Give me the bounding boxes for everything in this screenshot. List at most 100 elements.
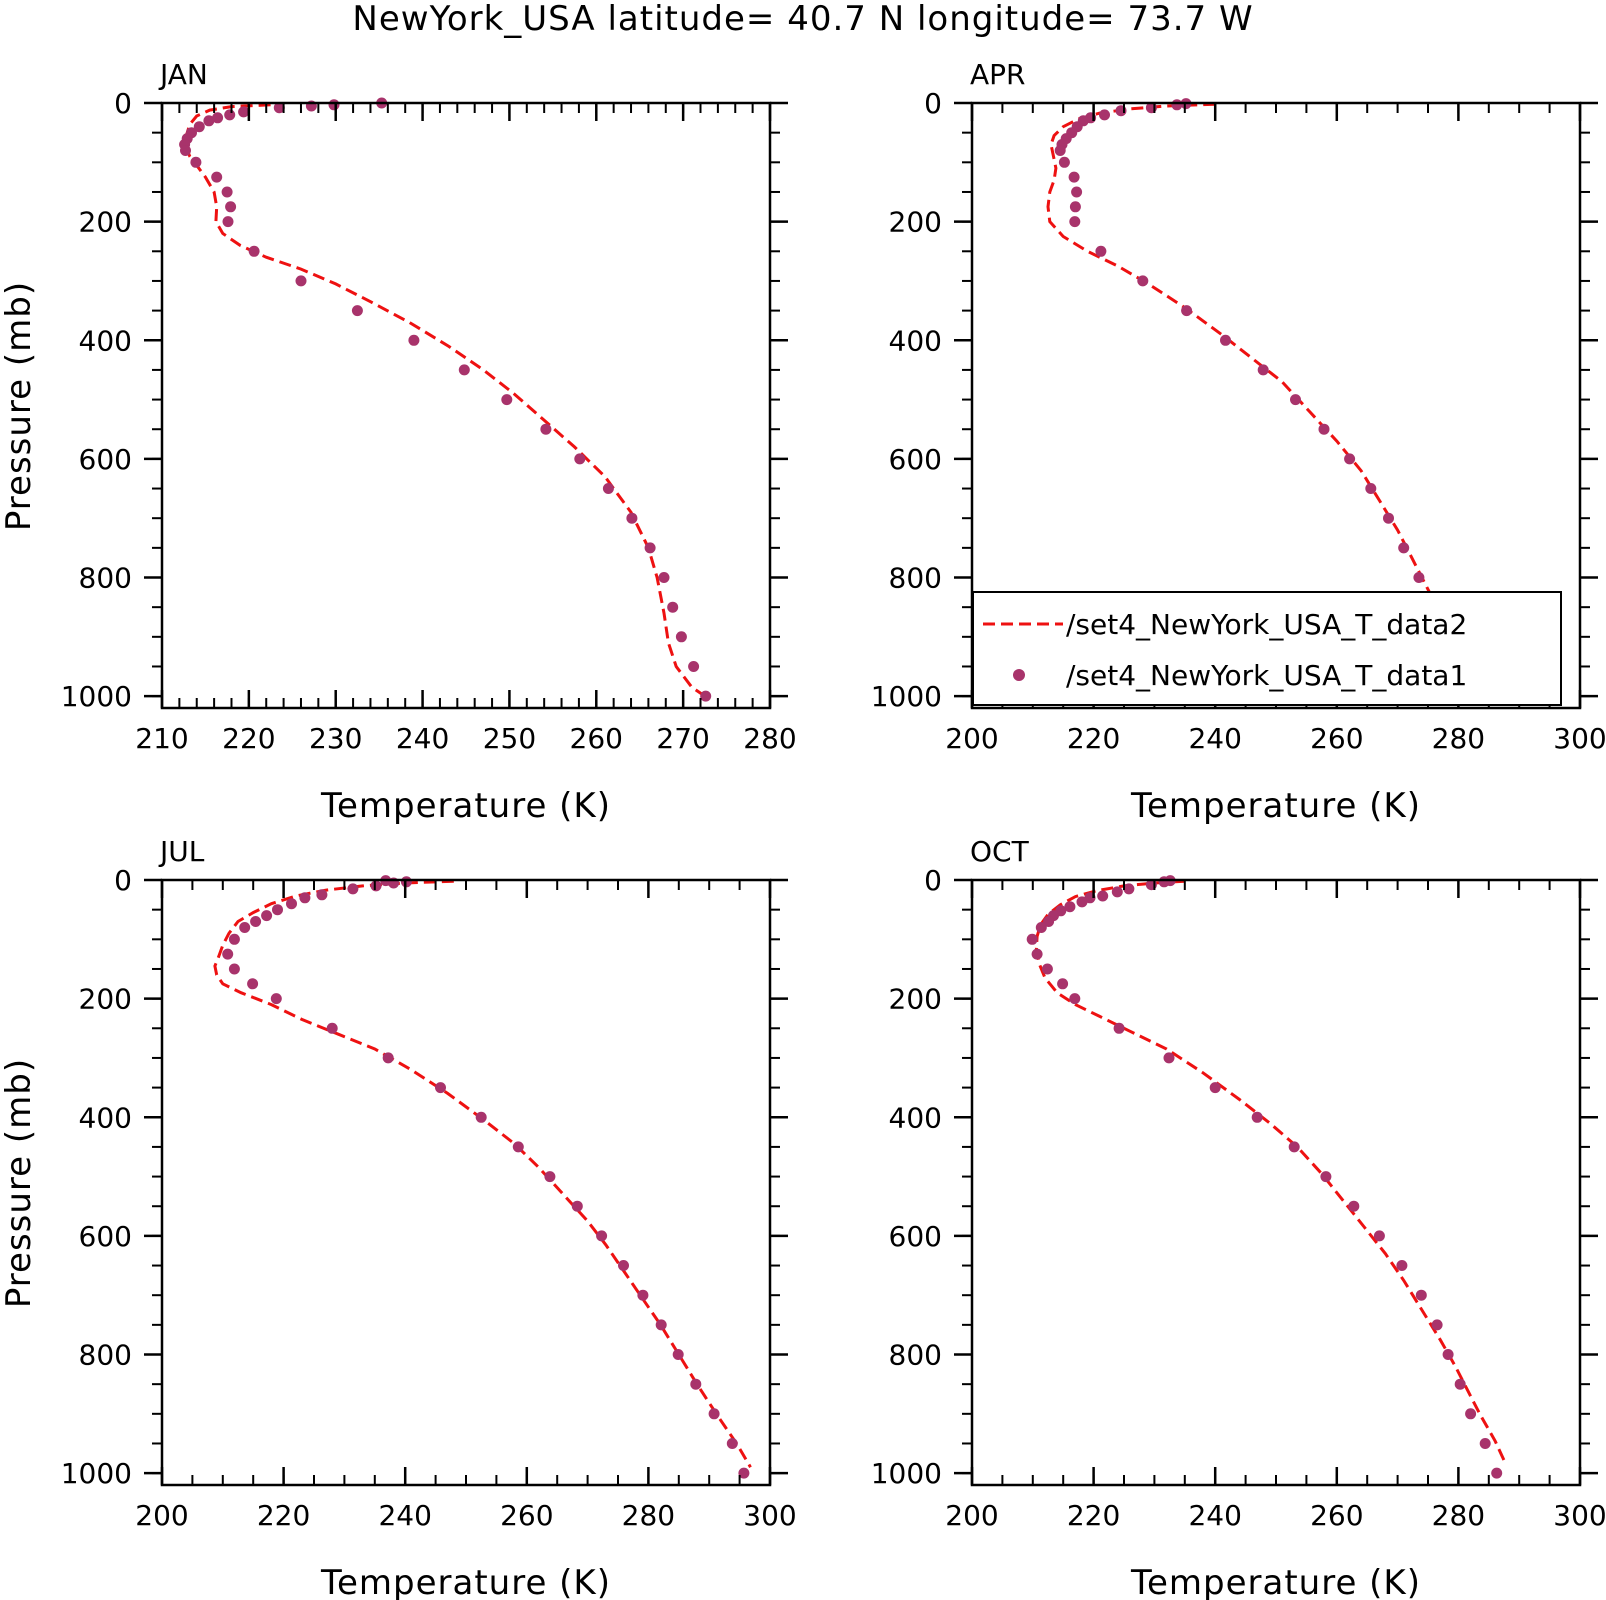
panel-jul-data-point: [596, 1230, 608, 1242]
x-tick-label: 280: [622, 1499, 675, 1532]
y-tick-label: 800: [79, 1339, 132, 1372]
panel-jan-data-point: [626, 512, 638, 524]
panel-apr-data-point: [1290, 394, 1301, 406]
x-tick-label: 300: [1553, 722, 1606, 755]
panel-jan-marks: [179, 97, 712, 702]
panel-apr-data-point: [1058, 156, 1070, 168]
x-tick-label: 220: [1067, 722, 1120, 755]
panel-jul-data-point: [544, 1171, 556, 1183]
panel-oct-data-point: [1396, 1260, 1408, 1271]
panel-jul-data-point: [250, 916, 262, 927]
panel-jan-data-point: [248, 245, 260, 257]
panel-jul-data-point: [512, 1141, 524, 1153]
panel-oct-data-point: [1491, 1467, 1503, 1479]
panel-jan-data-point: [211, 171, 223, 183]
panel-oct-data-point: [1097, 890, 1109, 902]
panel-apr-xlabel: Temperature (K): [1130, 786, 1421, 826]
panel-jul-series-line: [213, 879, 752, 1468]
panel-jan-ylabel: Pressure (mb): [0, 281, 39, 531]
panel-jan-data-point: [203, 115, 215, 127]
panel-oct-xlabel: Temperature (K): [1130, 1563, 1421, 1600]
panel-jul-data-point: [347, 883, 359, 895]
y-tick-label: 200: [889, 206, 942, 239]
panel-jan-data-point: [328, 99, 340, 111]
y-tick-label: 200: [79, 983, 132, 1016]
panel-jul-data-point: [316, 889, 328, 901]
panel-oct-data-point: [1251, 1111, 1263, 1123]
panel-jul-data-point: [247, 978, 259, 990]
x-tick-label: 260: [1310, 1499, 1363, 1532]
panel-jan-frame: [160, 101, 772, 710]
x-tick-label: 200: [945, 1499, 998, 1532]
x-tick-label: 200: [135, 1499, 188, 1532]
y-tick-label: 400: [79, 324, 132, 357]
figure-title: NewYork_USA latitude= 40.7 N longitude= …: [352, 0, 1253, 39]
panel-oct-axes: 200 220 240 260 280 300 0 200 400 600 800 1000: [871, 864, 1606, 1532]
panel-jul-frame: [160, 878, 772, 1487]
panel-oct-data-point: [1454, 1378, 1466, 1390]
panel-jul-data-point: [571, 1200, 583, 1212]
panel-jan-data-point: [190, 156, 202, 168]
panel-jan-data-point: [351, 305, 363, 317]
y-tick-label: 0: [114, 87, 132, 120]
panel-jul-data-point: [738, 1467, 750, 1479]
legend-label-data2: /set4_NewYork_USA_T_data2: [1066, 608, 1467, 641]
panel-apr-data-point: [1318, 423, 1330, 435]
panel-apr-data-point: [1054, 145, 1066, 156]
panel-jan-data-point: [667, 601, 679, 613]
panel-apr-data-point: [1099, 109, 1110, 121]
panel-jan-data-point: [675, 631, 687, 643]
panel-jul-data-point: [228, 933, 240, 945]
panel-apr-data-point: [1365, 483, 1377, 494]
x-tick-label: 270: [656, 722, 709, 755]
x-tick-label: 220: [1067, 1499, 1120, 1532]
panel-apr-data-point: [1071, 186, 1083, 198]
panel-jul-data-point: [222, 948, 234, 960]
panel-jan-data-point: [501, 394, 513, 406]
legend: /set4_NewYork_USA_T_data2 /set4_NewYork_…: [972, 591, 1562, 706]
panel-oct-data-point: [1373, 1230, 1385, 1242]
panel-jan-data-point: [224, 109, 236, 121]
x-tick-label: 240: [378, 1499, 431, 1532]
panel-oct-frame: [970, 878, 1582, 1487]
panel-jan-xlabel: Temperature (K): [320, 786, 611, 826]
panel-jan-data-point: [225, 201, 237, 213]
y-tick-label: 400: [889, 324, 942, 357]
y-tick-label: 200: [889, 983, 942, 1016]
panel-oct-data-point: [1043, 916, 1055, 927]
panel-oct-data-point: [1465, 1408, 1477, 1420]
panel-jul-title: JUL: [158, 835, 205, 868]
panel-apr-data-point: [1413, 572, 1425, 583]
panel-jul-data-point: [299, 892, 311, 904]
panel-jul-ylabel: Pressure (mb): [0, 1058, 39, 1308]
panel-oct-data-point: [1415, 1289, 1427, 1301]
panel-apr-data-point: [1095, 245, 1107, 257]
panel-jul-data-point: [239, 922, 251, 933]
panel-jan-title: JAN: [158, 58, 208, 91]
panel-jul-data-point: [326, 1022, 338, 1034]
panel-jul-data-point: [655, 1319, 667, 1331]
x-tick-label: 220: [257, 1499, 310, 1532]
panel-jan-data-point: [658, 572, 670, 583]
x-tick-label: 260: [570, 722, 623, 755]
x-tick-label: 250: [483, 722, 536, 755]
y-tick-label: 400: [889, 1101, 942, 1134]
y-tick-label: 600: [79, 1220, 132, 1253]
panel-oct-data-point: [1076, 896, 1088, 908]
x-tick-label: 240: [396, 722, 449, 755]
y-tick-label: 200: [79, 206, 132, 239]
panel-oct-data-point: [1026, 933, 1038, 945]
panel-jul-data-point: [272, 904, 283, 916]
panel-jul-data-point: [270, 993, 282, 1005]
x-tick-label: 200: [945, 722, 998, 755]
legend-box: [972, 591, 1562, 706]
panel-jul-data-point: [708, 1408, 720, 1420]
x-tick-label: 230: [309, 722, 362, 755]
y-tick-label: 0: [114, 864, 132, 897]
panel-oct-data-point: [1057, 978, 1069, 990]
panel-jul-data-point: [637, 1289, 649, 1301]
panel-apr-data-point: [1069, 216, 1081, 228]
panel-jan-data-point: [212, 112, 224, 124]
